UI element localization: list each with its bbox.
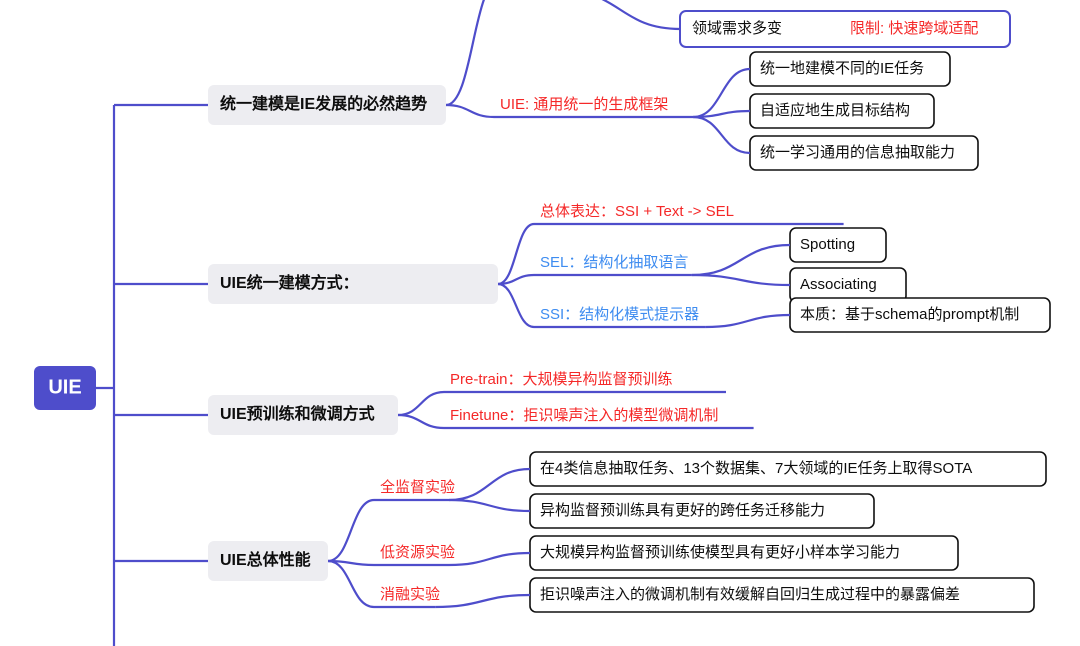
link-b2_children-2 xyxy=(498,284,534,327)
leaf-b2_children-1-1-text: Associating xyxy=(800,276,877,293)
leaf-b4_children-0-1-text: 异构监督预训练具有更好的跨任务迁移能力 xyxy=(540,502,825,519)
link-leaf-b2_children-1-0 xyxy=(692,245,790,275)
l3-b2_children-1: SEL：结构化抽取语言 xyxy=(540,254,688,271)
link-b2_children-1 xyxy=(498,275,534,284)
leaf-b4_children-0-0-text: 在4类信息抽取任务、13个数据集、7大领域的IE任务上取得SOTA xyxy=(540,460,972,477)
link-leaf-b4_children-0-1 xyxy=(449,500,530,511)
l3-b4_children-0: 全监督实验 xyxy=(380,478,455,496)
l3-b3_children-1: Finetune：拒识噪声注入的模型微调机制 xyxy=(450,406,718,424)
leaf-b4_children-2-0-text: 拒识噪声注入的微调机制有效缓解自回归生成过程中的暴露偏差 xyxy=(540,585,960,603)
root-label: UIE xyxy=(48,376,81,398)
b1-l3-1-link xyxy=(446,105,494,117)
link-b4_children-2 xyxy=(328,561,374,607)
l3-b4_children-2: 消融实验 xyxy=(380,586,440,603)
link-b4_children-0 xyxy=(328,500,374,561)
link-b1-leaf-1-0 xyxy=(693,69,750,117)
leaf-b2_children-1-0-text: Spotting xyxy=(800,236,855,253)
l3-b4_children-1: 低资源实验 xyxy=(380,544,455,561)
leaf-b4_children-1-0-text: 大规模异构监督预训练使模型具有更好小样本学习能力 xyxy=(540,544,900,561)
link-b3_children-1 xyxy=(398,415,444,428)
b1-offscreen-up xyxy=(446,0,500,105)
b1-leaf-1-2-text: 统一学习通用的信息抽取能力 xyxy=(760,144,955,161)
b1-l3-1: UIE: 通用统一的生成框架 xyxy=(500,96,668,113)
l3-b2_children-0: 总体表达：SSI + Text -> SEL xyxy=(540,203,734,220)
link-leaf-b2_children-2-0 xyxy=(706,315,790,327)
l2-label-b2: UIE统一建模方式： xyxy=(220,273,359,292)
link-b1-leaf-1-2 xyxy=(693,117,750,153)
leaf-b2_children-2-0-text: 本质：基于schema的prompt机制 xyxy=(800,306,1019,323)
mindmap-canvas: UIE 统一建模是IE发展的必然趋势 UIE统一建模方式： UIE预训练和微调方式 UI… xyxy=(0,0,1080,646)
b1-leaf-0-red: 限制: 快速跨域适配 xyxy=(850,20,978,37)
link-leaf-b4_children-2-0 xyxy=(435,595,530,607)
b1-leaf-0-black: 领域需求多变 xyxy=(692,20,782,37)
l2-label-b1: 统一建模是IE发展的必然趋势 xyxy=(220,94,427,113)
b1-leaf-0-link xyxy=(560,0,680,29)
link-leaf-b4_children-1-0 xyxy=(449,553,530,565)
link-b1-leaf-1-1 xyxy=(693,111,750,117)
b1-leaf-1-1-text: 自适应地生成目标结构 xyxy=(760,101,910,119)
b1-leaf-1-0-text: 统一地建模不同的IE任务 xyxy=(760,60,924,77)
l2-label-b4: UIE总体性能 xyxy=(220,550,311,569)
l3-b3_children-0: Pre-train：大规模异构监督预训练 xyxy=(450,371,673,388)
link-leaf-b4_children-0-0 xyxy=(449,469,530,500)
link-b3_children-0 xyxy=(398,392,444,415)
l2-label-b3: UIE预训练和微调方式 xyxy=(220,404,375,423)
l3-b2_children-2: SSI：结构化模式提示器 xyxy=(540,306,699,323)
link-leaf-b2_children-1-1 xyxy=(692,275,790,285)
